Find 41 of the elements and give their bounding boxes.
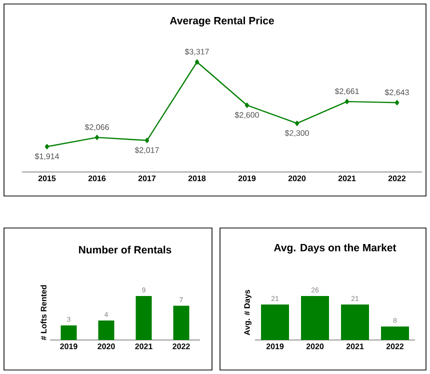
- x-tick-label: 2020: [288, 176, 306, 182]
- x-tick-label: 2020: [98, 344, 115, 350]
- data-label: $2,661: [334, 88, 359, 96]
- x-tick-label: 2021: [346, 344, 364, 350]
- x-tick-label: 2022: [386, 344, 404, 350]
- x-tick-label: 2021: [338, 176, 356, 182]
- data-label: $1,914: [34, 153, 59, 160]
- y-axis-title: # Lofts Rented: [40, 285, 46, 340]
- x-tick-label: 2019: [238, 176, 256, 182]
- x-tick-label: 2021: [135, 344, 152, 350]
- data-label: $2,017: [134, 146, 159, 154]
- x-tick-label: 2018: [188, 176, 206, 182]
- data-label: $3,317: [184, 48, 209, 56]
- point: [94, 134, 100, 140]
- data-label: $2,066: [84, 124, 109, 131]
- x-tick-label: 2015: [38, 176, 56, 182]
- x-tick-label: 2020: [306, 344, 324, 350]
- bar: [60, 325, 77, 340]
- x-tick-label: 2019: [60, 344, 78, 350]
- x-tick-label: 2017: [138, 176, 156, 182]
- data-label: $2,643: [384, 89, 409, 96]
- point: [294, 120, 300, 126]
- point: [394, 100, 400, 106]
- chart-title: Number of Rentals: [79, 246, 172, 254]
- point: [344, 98, 350, 104]
- chart-title: Average Rental Price: [170, 16, 274, 26]
- x-tick-label: 2022: [172, 344, 190, 350]
- chart-title: Avg. Days on the Market: [274, 244, 396, 254]
- data-label: $2,600: [234, 112, 259, 119]
- data-label: $2,300: [284, 130, 309, 137]
- x-tick-label: 2019: [266, 344, 284, 350]
- point: [44, 144, 50, 150]
- x-tick-label: 2022: [388, 176, 406, 182]
- point: [144, 138, 150, 143]
- x-tick-label: 2016: [88, 176, 106, 182]
- bar: [173, 306, 190, 340]
- point: [244, 102, 250, 108]
- point: [194, 59, 200, 65]
- y-axis-title: Avg. # Days: [244, 290, 252, 336]
- bar: [136, 296, 152, 340]
- bar: [98, 320, 114, 340]
